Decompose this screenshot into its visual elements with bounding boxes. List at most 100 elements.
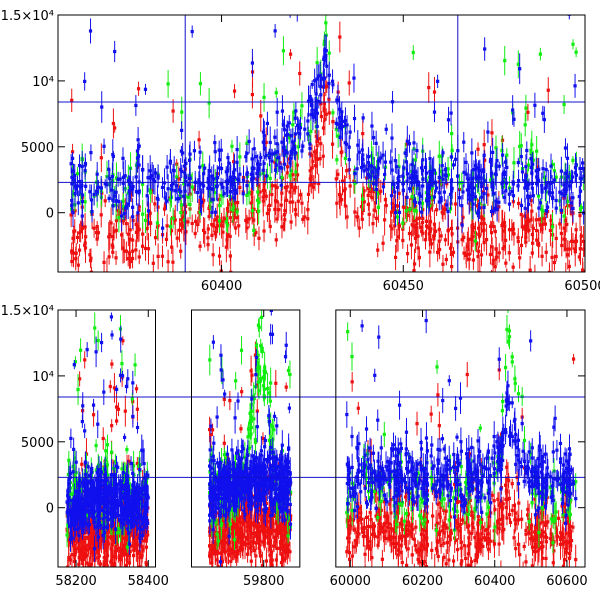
green-data-point (364, 465, 369, 469)
blue-data-point (350, 434, 354, 439)
red-data-point (420, 220, 425, 225)
blue-data-point (114, 484, 118, 488)
blue-data-point (74, 460, 78, 464)
green-data-point (395, 215, 400, 219)
red-data-point (357, 532, 361, 536)
red-data-point (112, 230, 116, 234)
red-data-point (568, 524, 573, 529)
blue-data-point (301, 144, 305, 148)
red-data-point (82, 553, 86, 557)
red-data-point (512, 503, 517, 508)
blue-data-point (473, 195, 477, 199)
red-data-point (356, 406, 360, 410)
blue-data-point (83, 460, 88, 464)
red-data-point (345, 550, 349, 554)
red-data-point (240, 530, 244, 534)
green-data-point (73, 482, 78, 486)
blue-data-point (395, 165, 399, 169)
red-data-point (110, 362, 114, 366)
blue-data-point (518, 67, 522, 71)
blue-data-point (379, 156, 383, 160)
blue-data-point (211, 528, 215, 532)
green-data-point (455, 509, 459, 513)
blue-data-point (245, 453, 249, 457)
blue-data-point (491, 185, 495, 190)
red-data-point (518, 553, 522, 557)
red-data-point (209, 551, 214, 556)
red-data-point (369, 451, 373, 456)
green-data-point (535, 149, 539, 153)
blue-data-point (260, 465, 264, 469)
red-data-point (217, 519, 221, 523)
blue-data-point (124, 479, 129, 483)
red-data-point (490, 273, 493, 276)
red-data-point (91, 548, 95, 552)
red-data-point (491, 212, 495, 216)
blue-data-point (92, 520, 96, 525)
red-data-point (134, 230, 139, 235)
red-data-point (110, 243, 114, 247)
red-data-point (249, 559, 253, 563)
blue-data-point (95, 172, 99, 176)
red-data-point (432, 488, 436, 492)
red-data-point (83, 225, 87, 229)
green-data-point (522, 438, 527, 443)
blue-data-point (95, 524, 99, 528)
blue-data-point (530, 456, 534, 460)
green-data-point (186, 195, 190, 199)
red-data-point (110, 424, 114, 428)
blue-data-point (275, 150, 279, 154)
green-data-point (439, 498, 443, 502)
blue-data-point (235, 472, 239, 476)
blue-data-point (83, 429, 87, 433)
blue-data-point (424, 318, 428, 323)
blue-data-point (168, 161, 172, 165)
blue-data-point (129, 461, 133, 466)
red-data-point (221, 230, 225, 234)
blue-data-point (138, 491, 142, 496)
blue-data-point (267, 151, 271, 155)
red-data-point (524, 528, 528, 533)
red-data-point (229, 559, 233, 563)
blue-data-point (211, 471, 215, 475)
blue-data-point (269, 503, 273, 507)
red-data-point (503, 483, 508, 487)
blue-data-point (549, 164, 553, 168)
red-data-point (536, 241, 541, 246)
blue-data-point (408, 176, 412, 180)
blue-data-point (559, 169, 563, 173)
red-data-point (249, 529, 253, 534)
red-data-point (270, 558, 274, 562)
red-data-point (256, 383, 260, 387)
blue-data-point (359, 165, 364, 170)
red-data-point (293, 177, 297, 182)
green-data-point (442, 497, 446, 501)
red-data-point (311, 159, 315, 164)
red-data-point (557, 516, 561, 520)
red-data-point (518, 256, 522, 260)
blue-data-point (427, 199, 431, 203)
blue-data-point (79, 510, 83, 514)
blue-data-point (245, 151, 249, 155)
green-data-point (66, 523, 70, 527)
blue-data-point (325, 64, 329, 68)
blue-data-point (136, 485, 140, 490)
blue-data-point (88, 190, 92, 194)
green-data-point (289, 490, 293, 494)
blue-data-point (208, 519, 212, 523)
green-data-point (286, 368, 291, 373)
green-data-point (505, 327, 509, 332)
blue-data-point (107, 196, 111, 201)
red-data-point (96, 548, 100, 552)
blue-data-point (96, 501, 100, 505)
red-data-point (474, 545, 478, 549)
green-data-point (245, 141, 249, 145)
blue-data-point (123, 494, 127, 498)
green-data-point (457, 181, 462, 185)
red-data-point (222, 216, 226, 220)
blue-data-point (97, 468, 101, 472)
blue-data-point (523, 186, 527, 190)
blue-data-point (261, 168, 265, 172)
blue-data-point (309, 113, 313, 117)
